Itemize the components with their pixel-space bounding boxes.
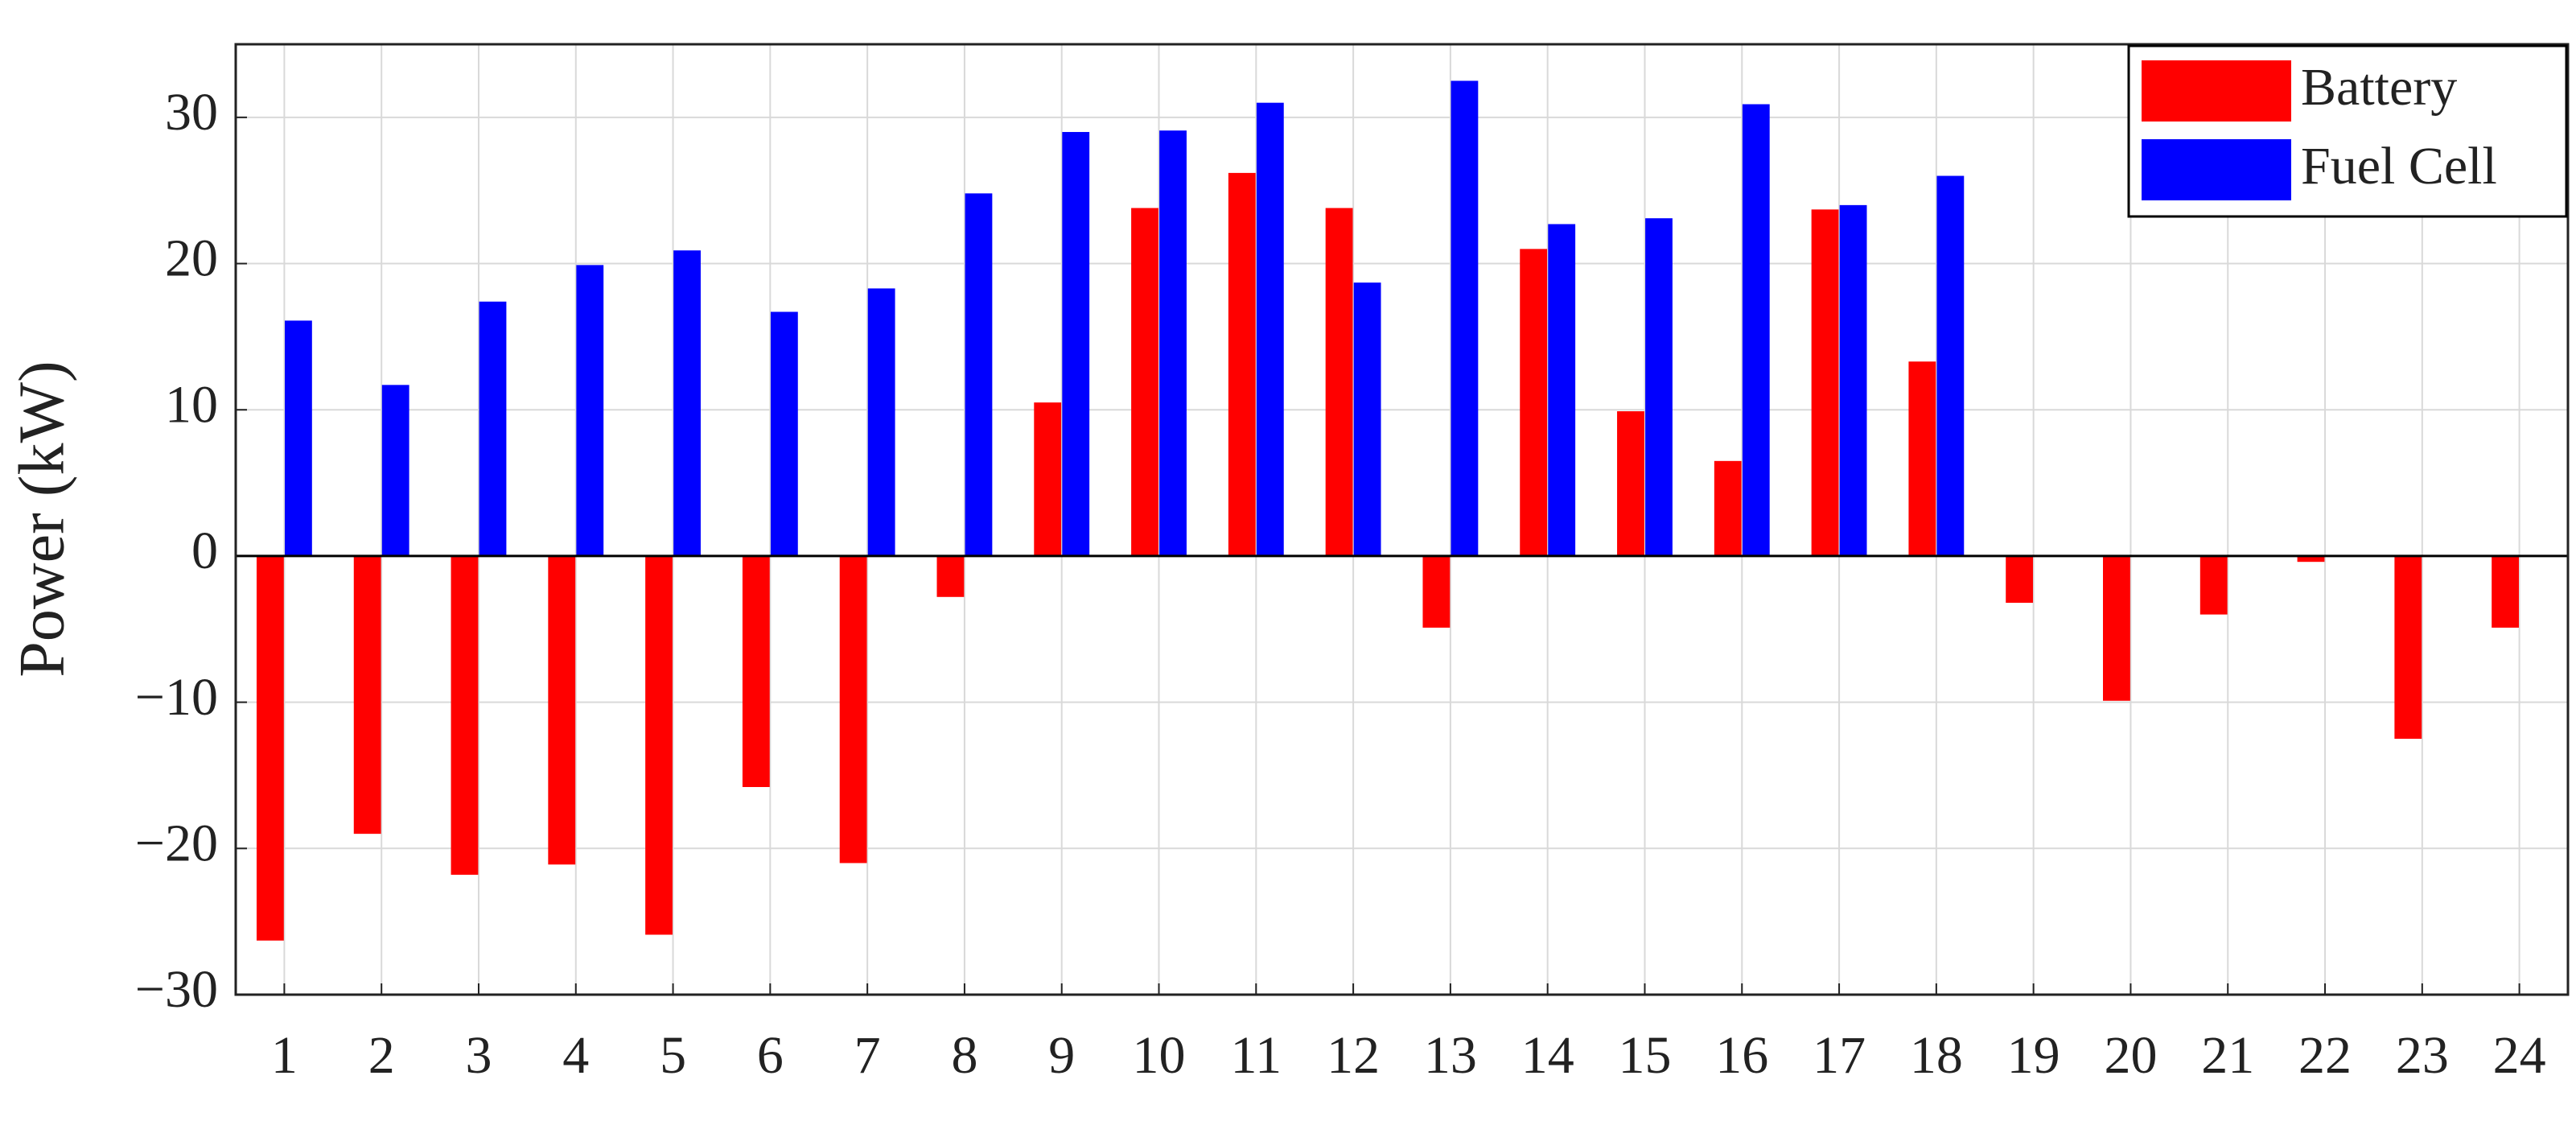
x-tick-label: 17 xyxy=(1813,1026,1866,1085)
bar xyxy=(965,193,993,556)
bar xyxy=(2297,555,2325,563)
bar xyxy=(936,555,965,597)
x-tick-label: 3 xyxy=(465,1026,492,1085)
x-tick-label: 14 xyxy=(1521,1026,1574,1085)
legend-label: Fuel Cell xyxy=(2301,137,2497,196)
y-tick-label: −30 xyxy=(135,960,218,1019)
bar xyxy=(1839,204,1867,556)
y-tick-label: 10 xyxy=(165,375,218,434)
bar xyxy=(2103,555,2130,701)
x-tick-label: 7 xyxy=(854,1026,881,1085)
bar xyxy=(451,555,479,876)
x-tick-label: 21 xyxy=(2201,1026,2254,1085)
bar xyxy=(256,555,284,941)
bar xyxy=(1062,132,1090,556)
bar xyxy=(839,555,867,863)
bar xyxy=(284,320,312,556)
bar xyxy=(1422,555,1451,628)
bar xyxy=(381,385,409,556)
bar xyxy=(1131,208,1158,556)
x-tick-label: 24 xyxy=(2493,1026,2546,1085)
x-tick-label: 6 xyxy=(757,1026,784,1085)
y-tick-label: −20 xyxy=(135,814,218,872)
bar xyxy=(2394,555,2422,740)
x-tick-label: 5 xyxy=(660,1026,686,1085)
x-tick-label: 10 xyxy=(1133,1026,1186,1085)
bar xyxy=(548,555,576,865)
bar xyxy=(1811,209,1839,556)
x-tick-label: 13 xyxy=(1424,1026,1477,1085)
x-tick-label: 8 xyxy=(951,1026,977,1085)
bar xyxy=(742,555,770,787)
bar xyxy=(2492,555,2520,628)
x-tick-label: 15 xyxy=(1618,1026,1671,1085)
x-tick-label: 16 xyxy=(1715,1026,1768,1085)
y-tick-label: 30 xyxy=(165,83,218,142)
plot-frame xyxy=(234,43,2570,996)
bar xyxy=(673,250,701,556)
bar xyxy=(645,555,673,935)
x-tick-label: 2 xyxy=(368,1026,395,1085)
x-tick-label: 19 xyxy=(2007,1026,2060,1085)
x-tick-label: 4 xyxy=(562,1026,589,1085)
bar xyxy=(1714,460,1742,556)
x-tick-label: 11 xyxy=(1231,1026,1282,1085)
bar xyxy=(2006,555,2034,604)
bar xyxy=(1451,80,1479,556)
bar xyxy=(1034,402,1062,556)
bar xyxy=(1908,361,1936,556)
y-tick-label: 20 xyxy=(165,229,218,288)
bar xyxy=(1353,282,1381,556)
bar xyxy=(1548,224,1576,556)
bar xyxy=(1325,208,1353,556)
bar xyxy=(867,288,895,556)
y-tick-label: −10 xyxy=(135,668,218,727)
bar xyxy=(353,555,381,835)
x-tick-label: 9 xyxy=(1048,1026,1075,1085)
bar xyxy=(1645,218,1673,556)
x-tick-label: 1 xyxy=(271,1026,298,1085)
bar xyxy=(576,265,604,556)
x-tick-label: 22 xyxy=(2298,1026,2352,1085)
bar xyxy=(479,301,507,556)
y-axis-label: Power (kW) xyxy=(6,361,77,677)
legend-swatch xyxy=(2142,60,2291,122)
legend-swatch xyxy=(2142,139,2291,200)
x-tick-label: 20 xyxy=(2104,1026,2157,1085)
bar xyxy=(2199,555,2228,615)
y-tick-label: 0 xyxy=(191,521,218,580)
x-tick-label: 12 xyxy=(1327,1026,1380,1085)
bar xyxy=(1617,411,1644,556)
bar xyxy=(1159,130,1187,556)
bar xyxy=(1256,102,1284,556)
bar xyxy=(1742,104,1770,556)
legend-label: Battery xyxy=(2301,58,2457,117)
x-tick-label: 18 xyxy=(1910,1026,1963,1085)
bar xyxy=(770,311,798,556)
x-tick-label: 23 xyxy=(2396,1026,2449,1085)
bar xyxy=(1228,172,1256,556)
bar xyxy=(1936,175,1965,556)
bar xyxy=(1520,249,1548,556)
